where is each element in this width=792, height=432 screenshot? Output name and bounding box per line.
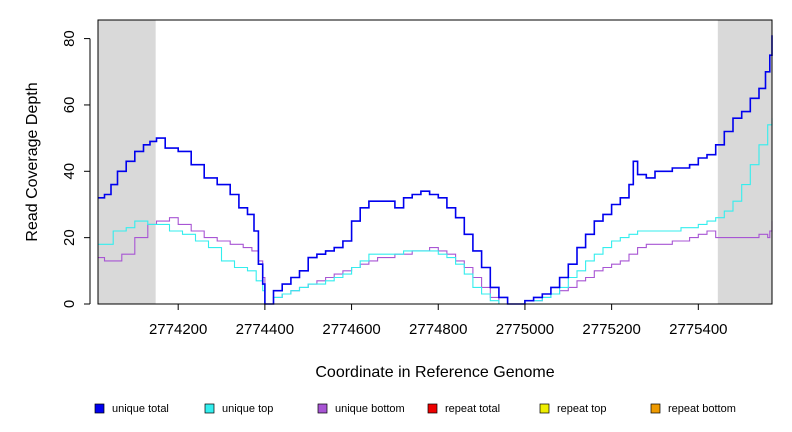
- shaded-region-2: [717, 20, 772, 304]
- legend-label: repeat total: [445, 403, 500, 415]
- series-lines: [98, 35, 773, 305]
- legend-swatch: [427, 403, 438, 414]
- x-axis: 2774200 2774400 2774600 2774800 2775000 27752…: [149, 303, 728, 338]
- legend-swatch: [539, 403, 550, 414]
- legend-label: unique top: [222, 403, 273, 415]
- legend-label: repeat top: [557, 403, 607, 415]
- y-tick-label: 60: [61, 97, 78, 114]
- legend-item-repeat-bottom: repeat bottom: [650, 403, 736, 415]
- legend-label: unique bottom: [335, 403, 405, 415]
- legend-item-unique-total: unique total: [94, 403, 169, 415]
- legend-item-repeat-top: repeat top: [539, 403, 607, 415]
- x-tick-label: 2774400: [236, 321, 294, 338]
- x-tick-label: 2775200: [582, 321, 640, 338]
- legend: unique total unique top unique bottom repea…: [94, 403, 736, 415]
- series-unique-bottom: [98, 217, 773, 305]
- y-tick-label: 0: [61, 300, 78, 308]
- series-unique-total: [98, 35, 773, 305]
- x-axis-title: Coordinate in Reference Genome: [315, 364, 554, 381]
- y-axis-title: Read Coverage Depth: [24, 82, 41, 241]
- x-tick-label: 2775400: [669, 321, 727, 338]
- series-unique-top: [98, 118, 773, 305]
- plot-frame: [97, 19, 773, 305]
- legend-label: unique total: [112, 403, 169, 415]
- legend-swatch: [204, 403, 215, 414]
- x-tick-label: 2774800: [409, 321, 467, 338]
- y-tick-label: 20: [61, 229, 78, 246]
- x-tick-label: 2774600: [322, 321, 380, 338]
- legend-swatch: [317, 403, 328, 414]
- legend-swatch: [94, 403, 105, 414]
- y-tick-label: 80: [61, 30, 78, 47]
- legend-swatch: [650, 403, 661, 414]
- x-tick-label: 2775000: [496, 321, 554, 338]
- shaded-regions: [98, 20, 772, 304]
- y-tick-label: 40: [61, 163, 78, 180]
- legend-item-unique-bottom: unique bottom: [317, 403, 405, 415]
- legend-label: repeat bottom: [668, 403, 736, 415]
- y-axis: 0 20 40 60 80: [61, 30, 91, 308]
- x-tick-label: 2774200: [149, 321, 207, 338]
- legend-item-repeat-total: repeat total: [427, 403, 500, 415]
- legend-item-unique-top: unique top: [204, 403, 273, 415]
